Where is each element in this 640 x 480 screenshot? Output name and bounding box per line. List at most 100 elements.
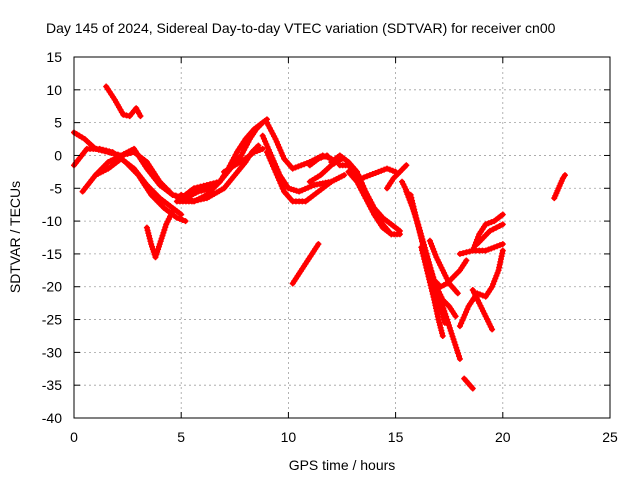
data-point-marker (493, 224, 500, 231)
data-point-marker (372, 169, 379, 176)
data-point-marker (259, 132, 266, 139)
data-point-marker (103, 147, 110, 154)
data-point-marker (446, 324, 453, 331)
data-point-marker (439, 311, 446, 318)
data-point-marker (491, 278, 498, 285)
data-point-marker (198, 187, 205, 194)
series-track-19 (345, 168, 395, 238)
data-point-marker (463, 249, 470, 256)
y-tick-label: -20 (42, 279, 62, 295)
data-point-marker (270, 163, 277, 170)
y-tick-label: 10 (46, 82, 62, 98)
data-point-marker (278, 150, 285, 157)
data-point-marker (489, 283, 496, 290)
data-point-marker (421, 256, 428, 263)
data-point-marker (169, 208, 176, 215)
data-point-marker (389, 167, 396, 174)
data-point-marker (278, 182, 285, 189)
series-track-4 (79, 149, 215, 202)
series-track-25 (418, 244, 446, 339)
data-point-marker (438, 308, 445, 315)
data-point-marker (490, 226, 497, 233)
data-point-marker (424, 267, 431, 274)
data-point-marker (437, 283, 444, 290)
data-point-marker (366, 172, 373, 179)
data-point-marker (341, 172, 348, 179)
data-point-marker (381, 166, 388, 173)
data-point-marker (441, 316, 448, 323)
data-point-marker (448, 330, 455, 337)
data-point-marker (299, 187, 306, 194)
data-point-marker (459, 317, 466, 324)
data-point-marker (96, 145, 103, 152)
data-point-marker (447, 327, 454, 334)
data-point-marker (499, 247, 506, 254)
data-point-marker (276, 144, 283, 151)
data-point-marker (456, 353, 463, 360)
data-point-marker (191, 185, 198, 192)
data-point-marker (302, 185, 309, 192)
y-tick-label: -30 (42, 344, 62, 360)
grid (74, 57, 610, 418)
data-point-marker (496, 242, 503, 249)
data-point-marker (414, 221, 421, 228)
data-point-marker (292, 164, 299, 171)
data-point-marker (427, 240, 434, 247)
x-tick-label: 0 (70, 429, 78, 445)
data-point-marker (431, 248, 438, 255)
data-point-marker (428, 285, 435, 292)
data-point-marker (415, 223, 422, 230)
data-point-marker (99, 146, 106, 153)
data-point-marker (417, 232, 424, 239)
data-point-marker (466, 248, 473, 255)
data-point-marker (485, 246, 492, 253)
data-point-marker (403, 162, 410, 169)
data-point-marker (388, 231, 395, 238)
data-point-marker (315, 241, 322, 248)
axis-ticks: 0 5 10 15 20 25 -40 -35 -30 -25 -20 -15 -10 -5 0 5 10 15 (42, 49, 618, 445)
data-point-marker (499, 241, 506, 248)
data-point-marker (396, 231, 403, 238)
data-point-marker (411, 206, 418, 213)
data-point-marker (559, 175, 566, 182)
data-point-marker (419, 250, 426, 257)
data-point-marker (421, 258, 428, 265)
data-point-marker (416, 229, 423, 236)
data-point-marker (305, 184, 312, 191)
data-point-marker (173, 214, 180, 221)
data-point-marker (409, 197, 416, 204)
data-point-marker (460, 314, 467, 321)
data-point-marker (137, 113, 144, 120)
data-point-marker (461, 311, 468, 318)
data-point-marker (439, 330, 446, 337)
data-point-marker (124, 150, 131, 157)
data-point-marker (419, 238, 426, 245)
y-tick-label: -25 (42, 312, 62, 328)
data-point-marker (407, 191, 414, 198)
data-point-marker (445, 322, 452, 329)
series-track-1 (103, 83, 144, 120)
data-point-marker (456, 323, 463, 330)
data-point-marker (458, 320, 465, 327)
data-point-marker (430, 293, 437, 300)
data-point-marker (464, 306, 471, 313)
data-point-marker (456, 355, 463, 362)
data-plot-area (71, 83, 568, 392)
data-point-marker (169, 191, 176, 198)
data-point-marker (273, 138, 280, 145)
data-point-marker (265, 151, 272, 158)
data-point-marker (146, 235, 153, 242)
plot-frame (73, 56, 611, 419)
data-point-marker (308, 183, 315, 190)
data-point-marker (279, 185, 286, 192)
data-point-marker (268, 160, 275, 167)
data-point-marker (127, 149, 134, 156)
data-point-marker (296, 188, 303, 195)
data-point-marker (436, 322, 443, 329)
data-point-marker (403, 188, 410, 195)
x-tick-label: 10 (281, 429, 297, 445)
series-track-10 (221, 145, 266, 175)
data-point-marker (423, 264, 430, 271)
data-point-marker (323, 152, 330, 159)
